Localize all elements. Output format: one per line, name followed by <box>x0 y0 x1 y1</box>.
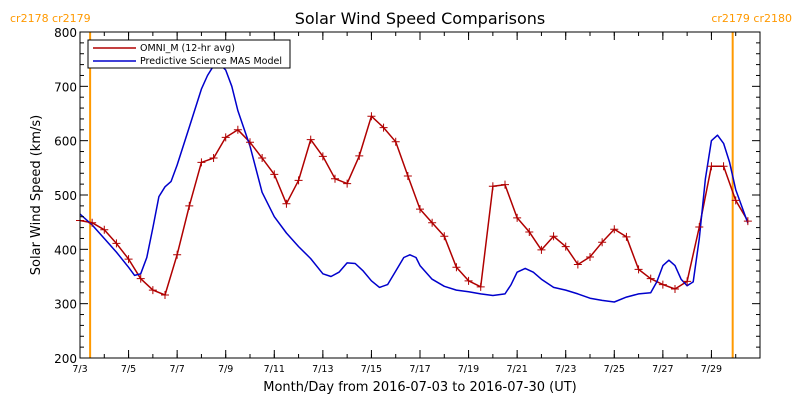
data-point-marker <box>209 154 218 163</box>
data-point-marker <box>537 245 546 254</box>
data-point-marker <box>586 252 594 261</box>
y-tick-label: 600 <box>54 135 77 149</box>
data-point-marker <box>100 225 109 234</box>
data-point-marker <box>282 199 291 208</box>
x-tick-label: 7/27 <box>652 364 673 375</box>
data-point-marker <box>501 180 509 189</box>
data-point-marker <box>464 276 473 285</box>
x-tick-label: 7/19 <box>458 364 479 375</box>
data-point-marker <box>331 174 339 183</box>
data-point-marker <box>306 135 315 144</box>
plot-frame <box>79 31 761 359</box>
data-point-marker <box>525 227 534 236</box>
data-point-marker <box>671 284 679 293</box>
y-tick-label: 700 <box>54 80 77 94</box>
data-point-marker <box>367 112 376 121</box>
chart-title: Solar Wind Speed Comparisons <box>295 9 546 28</box>
data-point-marker <box>731 196 740 205</box>
x-tick-label: 7/29 <box>701 364 722 375</box>
rotation-label-left: cr2178 cr2179 <box>10 12 91 25</box>
legend-label-omni: OMNI_M (12-hr avg) <box>140 43 235 54</box>
data-point-marker <box>112 239 121 248</box>
data-point-marker <box>440 232 449 241</box>
data-point-marker <box>561 242 570 251</box>
x-tick-label: 7/23 <box>555 364 576 375</box>
y-tick-label: 300 <box>54 298 77 312</box>
data-point-marker <box>197 158 206 167</box>
data-point-marker <box>695 223 704 232</box>
series-lines <box>79 63 749 303</box>
data-point-marker <box>221 133 230 142</box>
data-point-marker <box>549 232 558 241</box>
x-tick-label: 7/3 <box>72 364 87 375</box>
x-axis-ticks: 7/3 7/5 7/7 7/9 7/11 7/13 7/15 7/17 7/19 7/21 7/23… <box>72 32 761 375</box>
data-point-marker <box>258 154 267 163</box>
series-line-1 <box>79 63 749 303</box>
rotation-label-right: cr2179 cr2180 <box>711 12 792 25</box>
data-point-marker <box>416 205 424 214</box>
data-point-marker <box>573 260 582 269</box>
x-tick-label: 7/5 <box>121 364 136 375</box>
x-tick-label: 7/13 <box>312 364 333 375</box>
data-point-marker <box>646 274 655 283</box>
data-point-marker <box>598 238 607 247</box>
data-point-marker <box>161 290 169 299</box>
data-point-marker <box>658 280 667 289</box>
data-point-marker <box>683 277 692 286</box>
data-point-marker <box>185 201 194 210</box>
data-point-marker <box>610 225 619 234</box>
data-point-marker <box>173 250 182 259</box>
data-point-marker <box>148 286 157 295</box>
y-axis-label: Solar Wind Speed (km/s) <box>29 115 44 275</box>
data-point-marker <box>719 162 728 171</box>
legend-box <box>87 39 291 69</box>
data-point-marker <box>707 162 716 171</box>
rotation-boundaries <box>89 32 734 358</box>
data-point-marker <box>294 176 303 185</box>
data-point-marker <box>379 123 388 132</box>
series-markers <box>76 112 752 299</box>
x-tick-label: 7/9 <box>218 364 233 375</box>
data-point-marker <box>634 265 643 274</box>
data-point-marker <box>318 152 327 161</box>
x-axis-label: Month/Day from 2016-07-03 to 2016-07-30 … <box>263 380 576 395</box>
data-point-marker <box>355 151 364 160</box>
data-point-marker <box>428 218 437 227</box>
data-point-marker <box>403 171 412 180</box>
x-tick-label: 7/15 <box>361 364 382 375</box>
x-tick-label: 7/11 <box>264 364 285 375</box>
data-point-marker <box>136 274 145 283</box>
data-point-marker <box>452 263 461 272</box>
data-point-marker <box>270 170 279 179</box>
data-point-marker <box>124 255 133 264</box>
legend-label-mas: Predictive Science MAS Model <box>140 56 282 67</box>
data-point-marker <box>743 217 752 226</box>
y-tick-label: 200 <box>54 352 77 366</box>
data-point-marker <box>88 218 97 227</box>
y-tick-label: 800 <box>54 26 77 40</box>
data-point-marker <box>391 137 400 146</box>
data-point-marker <box>233 125 242 134</box>
data-point-marker <box>488 182 497 191</box>
data-point-marker <box>513 213 522 222</box>
x-tick-label: 7/21 <box>506 364 527 375</box>
x-tick-label: 7/7 <box>169 364 184 375</box>
data-point-marker <box>343 179 352 188</box>
y-tick-label: 500 <box>54 189 77 203</box>
data-point-marker <box>476 282 485 291</box>
data-point-marker <box>622 232 631 241</box>
x-tick-label: 7/25 <box>604 364 625 375</box>
y-tick-label: 400 <box>54 243 77 257</box>
series-line-0 <box>79 115 749 296</box>
legend: OMNI_M (12-hr avg) Predictive Science MA… <box>87 39 291 69</box>
x-tick-label: 7/17 <box>409 364 430 375</box>
data-point-marker <box>246 138 254 147</box>
